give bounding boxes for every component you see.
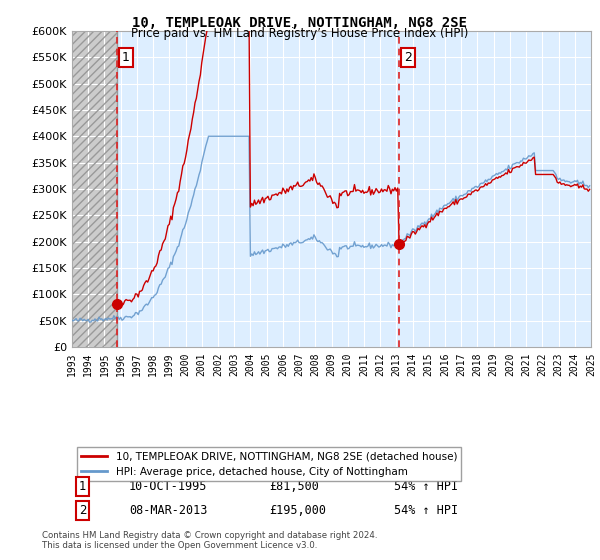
Text: 1: 1 [79,480,86,493]
Text: 54% ↑ HPI: 54% ↑ HPI [394,480,458,493]
Text: 54% ↑ HPI: 54% ↑ HPI [394,503,458,517]
Legend: 10, TEMPLEOAK DRIVE, NOTTINGHAM, NG8 2SE (detached house), HPI: Average price, d: 10, TEMPLEOAK DRIVE, NOTTINGHAM, NG8 2SE… [77,447,461,481]
Text: Contains HM Land Registry data © Crown copyright and database right 2024.
This d: Contains HM Land Registry data © Crown c… [42,530,377,550]
Text: 10, TEMPLEOAK DRIVE, NOTTINGHAM, NG8 2SE: 10, TEMPLEOAK DRIVE, NOTTINGHAM, NG8 2SE [133,16,467,30]
Text: Price paid vs. HM Land Registry’s House Price Index (HPI): Price paid vs. HM Land Registry’s House … [131,27,469,40]
Text: £195,000: £195,000 [269,503,326,517]
Text: £81,500: £81,500 [269,480,319,493]
Text: 2: 2 [404,50,412,64]
Text: 2: 2 [79,503,86,517]
Text: 1: 1 [122,50,130,64]
Text: 08-MAR-2013: 08-MAR-2013 [129,503,208,517]
Bar [72,31,117,347]
Text: 10-OCT-1995: 10-OCT-1995 [129,480,208,493]
Bar [72,31,117,347]
